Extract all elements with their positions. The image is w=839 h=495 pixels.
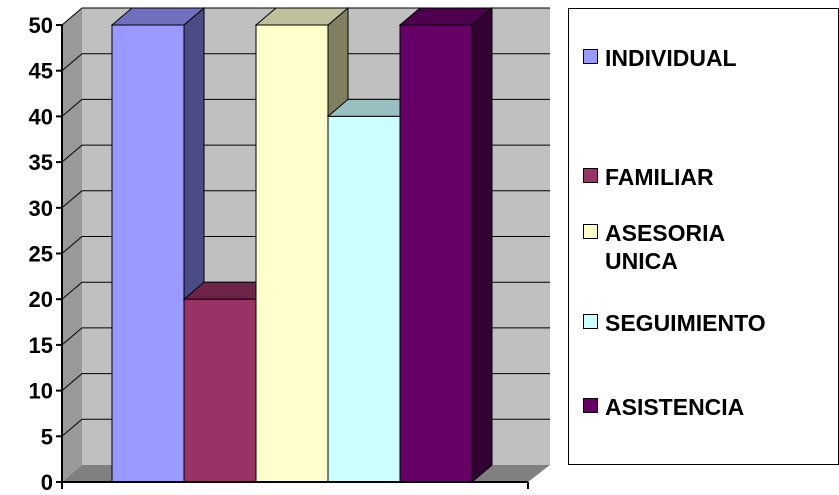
legend: INDIVIDUAL FAMILIAR ASESORIA UNICA SEGUIMIE… [568,8,839,465]
bar-front [111,24,185,483]
bar-side [471,6,493,484]
y-tick-label: 30 [29,196,53,221]
bar-5 [398,6,494,484]
legend-item: ASISTENCIA [583,393,795,421]
bar-chart-3d: 0 5 10 15 20 25 30 35 40 45 50 [29,6,550,495]
legend-label: ASISTENCIA [605,394,745,420]
y-tick-label: 40 [29,104,53,129]
legend-label: SEGUIMIENTO [605,310,766,336]
y-tick-label: 10 [29,379,53,404]
y-tick-label: 0 [41,470,53,495]
legend-label: INDIVIDUAL [605,45,737,71]
y-tick-label: 5 [41,424,53,449]
legend-item: INDIVIDUAL [583,44,795,72]
legend-label: FAMILIAR [605,164,714,190]
legend-swatch [583,49,598,64]
legend-swatch [583,224,598,239]
bar-front [399,24,473,483]
legend-item: FAMILIAR [583,163,795,191]
y-tick-label: 20 [29,287,53,312]
y-axis-ticks: 0 5 10 15 20 25 30 35 40 45 50 [29,13,529,495]
y-tick-label: 50 [29,13,53,38]
bar-front [255,24,329,483]
gridline-45 [61,53,550,72]
y-tick-label: 25 [29,242,53,267]
legend-item: ASESORIA UNICA [583,219,795,275]
y-tick-label: 15 [29,333,53,358]
gridline-50 [61,7,550,26]
bars [110,6,494,484]
legend-item: SEGUIMIENTO [583,309,795,337]
y-tick-label: 45 [29,59,53,84]
legend-swatch [583,398,598,413]
legend-swatch [583,168,598,183]
legend-label: ASESORIA UNICA [605,220,725,274]
bar-front [183,298,257,483]
y-tick-label: 35 [29,150,53,175]
legend-swatch [583,314,598,329]
bar-front [327,115,401,483]
